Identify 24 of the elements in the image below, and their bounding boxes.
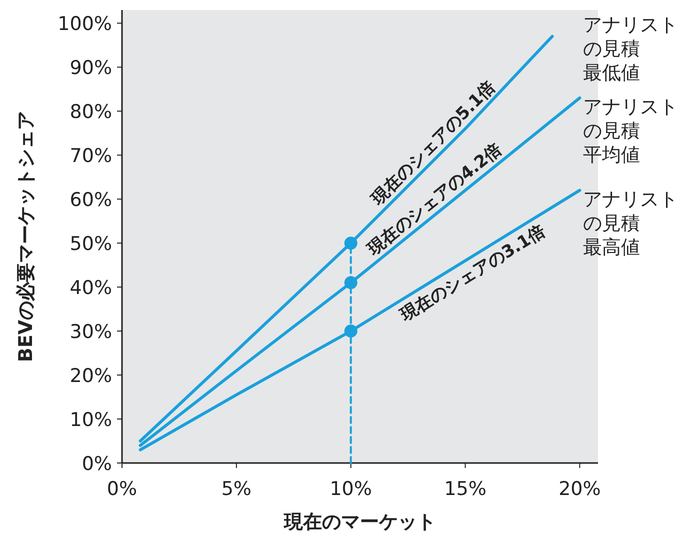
y-tick-label: 0% bbox=[82, 453, 112, 475]
y-tick-label: 60% bbox=[70, 189, 112, 212]
annotation: アナリストの見積最低値 bbox=[583, 14, 678, 84]
point bbox=[344, 236, 358, 250]
y-tick-label: 80% bbox=[70, 101, 112, 124]
point bbox=[344, 324, 358, 338]
x-tick-label: 10% bbox=[330, 478, 372, 500]
x-axis-title: 現在のマーケット bbox=[283, 511, 436, 533]
y-tick-label: 30% bbox=[70, 321, 112, 344]
x-tick-label: 15% bbox=[444, 478, 486, 500]
y-tick-label: 50% bbox=[70, 233, 112, 256]
annotation: アナリストの見積最高値 bbox=[583, 188, 678, 258]
y-tick-label: 70% bbox=[70, 145, 112, 168]
x-tick-label: 5% bbox=[221, 478, 252, 500]
y-tick-label: 40% bbox=[70, 277, 112, 300]
annotation: アナリストの見積平均値 bbox=[583, 96, 678, 166]
y-tick-label: 90% bbox=[70, 57, 112, 80]
y-axis-title: BEVの必要マーケットシェア bbox=[15, 110, 37, 362]
y-tick-label: 100% bbox=[58, 13, 112, 36]
x-tick-label: 0% bbox=[106, 478, 138, 500]
y-tick-label: 10% bbox=[70, 409, 112, 432]
y-tick-label: 20% bbox=[70, 365, 112, 388]
point bbox=[344, 276, 358, 290]
x-tick-label: 20% bbox=[558, 478, 601, 500]
